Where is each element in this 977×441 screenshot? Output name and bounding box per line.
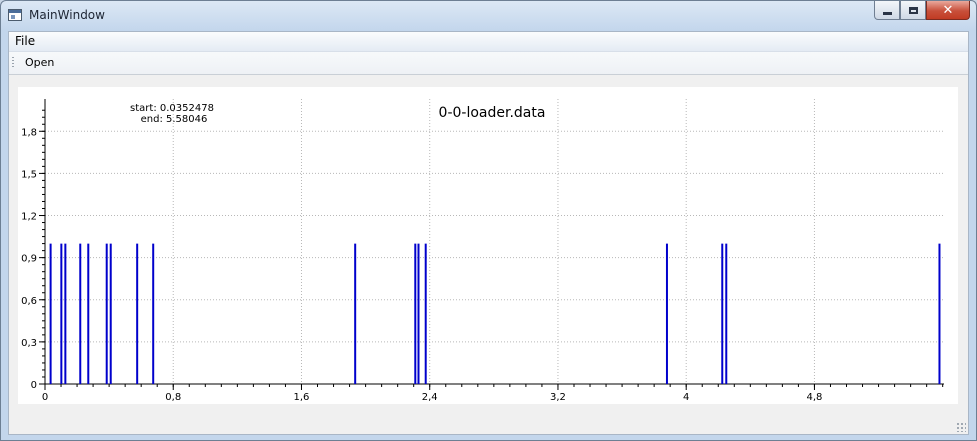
- maximize-button[interactable]: [900, 1, 926, 20]
- plot-canvas[interactable]: 0 0,8 1,6 2,4 3,2 4 4,8 0 0,3 0,6 0,9 1,2 1,5 1,8 st…: [18, 87, 958, 404]
- plot-grid: [45, 99, 944, 384]
- y-tick-label: 0,6: [21, 296, 37, 307]
- y-axis-ticks: 0 0,3 0,6 0,9 1,2 1,5 1,8: [21, 127, 45, 391]
- plot-axes: [42, 99, 944, 387]
- y-tick-label: 1,5: [21, 169, 37, 180]
- x-axis-ticks: 0 0,8 1,6 2,4 3,2 4 4,8: [42, 384, 822, 403]
- window-client-area: File Open 0 0,8 1,6 2,4 3,2 4 4,8 0 0,3 0,6 0,9 1,…: [8, 31, 969, 435]
- x-tick-label: 0: [42, 392, 48, 403]
- toolbar-grip-handle[interactable]: [12, 57, 14, 69]
- y-tick-label: 0,9: [21, 254, 37, 265]
- x-tick-label: 2,4: [422, 392, 438, 403]
- maximize-icon: [908, 6, 918, 14]
- end-annotation: end: 5.58046: [141, 114, 208, 125]
- plot-area[interactable]: 0 0,8 1,6 2,4 3,2 4 4,8 0 0,3 0,6 0,9 1,2 1,5 1,8 st…: [18, 87, 958, 404]
- plot-title: 0-0-loader.data: [439, 105, 546, 121]
- x-tick-label: 3,2: [550, 392, 566, 403]
- status-bar: [9, 415, 968, 434]
- minimize-button[interactable]: [874, 1, 900, 20]
- close-icon: ✕: [942, 2, 954, 18]
- minimize-icon: [882, 11, 892, 15]
- size-grip-handle[interactable]: [956, 422, 966, 432]
- menu-file[interactable]: File: [15, 34, 36, 48]
- y-tick-label: 1,2: [21, 212, 37, 223]
- plot-series: [49, 243, 941, 384]
- close-button[interactable]: ✕: [926, 1, 970, 20]
- y-tick-label: 0,3: [21, 338, 37, 349]
- start-annotation: start: 0.0352478: [130, 103, 214, 114]
- x-tick-label: 4: [683, 392, 689, 403]
- menu-bar: File: [9, 32, 968, 52]
- x-tick-label: 1,6: [294, 392, 310, 403]
- open-button[interactable]: Open: [25, 56, 55, 69]
- x-tick-label: 4,8: [806, 392, 822, 403]
- y-tick-label: 0: [31, 380, 37, 391]
- window-title: MainWindow: [29, 8, 105, 22]
- title-bar[interactable]: MainWindow ✕: [1, 1, 976, 31]
- window-app-icon[interactable]: [8, 9, 22, 21]
- toolbar: Open: [9, 52, 968, 75]
- window-controls: ✕: [874, 1, 970, 21]
- y-tick-label: 1,8: [21, 127, 37, 138]
- x-tick-label: 0,8: [165, 392, 181, 403]
